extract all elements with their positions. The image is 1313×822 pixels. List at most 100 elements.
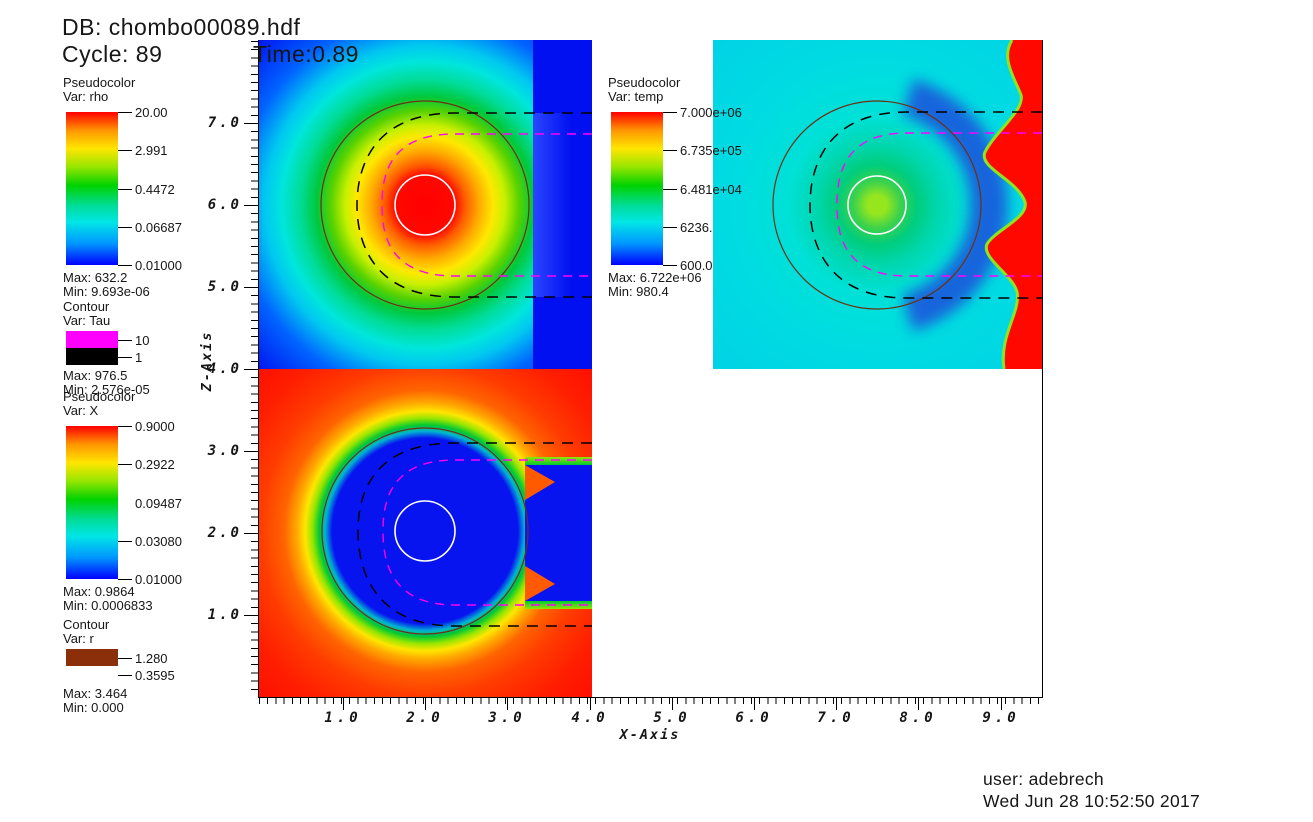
x-tick-label: 2.0 (406, 710, 444, 726)
contour-tau-10 (381, 133, 592, 277)
colorbar-tick-label: 0.03080 (135, 533, 182, 549)
legend-var: Var: rho (63, 89, 109, 104)
tick-dash (118, 149, 132, 151)
legend-var: Var: r (63, 631, 94, 646)
tick-dash (663, 264, 677, 266)
z-tick-label: 1.0 (207, 607, 242, 623)
z-tick-label: 7.0 (207, 115, 242, 131)
colorbar-tick-label: 0.9000 (135, 418, 175, 434)
contour-r-inner (847, 175, 907, 235)
x-tick-label: 4.0 (571, 710, 609, 726)
plot-panel-X[interactable] (259, 369, 592, 697)
x-tick-label: 7.0 (817, 710, 855, 726)
tick-dash (663, 149, 677, 151)
contour-r-outer (320, 100, 530, 310)
z-major-tick (244, 369, 258, 370)
tick-dash (118, 540, 132, 542)
plot-panel-rho[interactable] (259, 40, 592, 369)
legend-kind: Contour (63, 617, 110, 632)
legend-temp: Pseudocolor Var: temp 7.000e+06 6.735e+0… (608, 76, 808, 300)
colorbar-tick-label: 7.000e+06 (680, 104, 742, 120)
X-band-rim-bottom (525, 601, 592, 609)
colorbar-tick-label: 0.09487 (135, 495, 182, 511)
legend-X: Pseudocolor Var: X 0.9000 0.2922 0.09487… (63, 390, 263, 614)
legend-max: Max: 3.464 (63, 686, 128, 701)
tick-dash (118, 657, 132, 659)
X-jag-top (525, 465, 555, 500)
contour-tau-10 (836, 132, 1042, 277)
contour-r-outer (321, 427, 529, 635)
z-major-tick (244, 123, 258, 124)
x-major-tick (507, 698, 508, 710)
contour-level-label: 1.280 (135, 650, 168, 666)
colorbar-tick-label: 0.4472 (135, 181, 175, 197)
x-tick-label: 3.0 (488, 710, 526, 726)
user-label: user: adebrech (983, 769, 1104, 789)
tick-dash (118, 578, 132, 580)
tick-dash (118, 463, 132, 465)
tick-dash (663, 111, 677, 113)
colorbar-tick-label: 6.481e+04 (680, 181, 742, 197)
contour-tau-1 (357, 442, 592, 627)
legend-max: Max: 0.9864 (63, 584, 135, 599)
contour-swatch-r-1280 (66, 649, 118, 666)
x-major-tick (425, 698, 426, 710)
tick-dash (118, 264, 132, 266)
x-major-tick (918, 698, 919, 710)
x-tick-label: 5.0 (653, 710, 691, 726)
tick-dash (663, 188, 677, 190)
colorbar-tick-label: 0.01000 (135, 257, 182, 273)
tick-dash (118, 188, 132, 190)
x-tick-label: 6.0 (735, 710, 773, 726)
z-tick-label: 6.0 (207, 197, 242, 213)
tick-dash (118, 674, 132, 676)
plot-panel-temp[interactable] (713, 40, 1042, 369)
z-tick-label: 3.0 (207, 443, 242, 459)
contour-level-label: 1 (135, 349, 143, 365)
colorbar-tick-label: 20.00 (135, 104, 168, 120)
legend-var: Var: X (63, 403, 99, 418)
legend-var: Var: temp (608, 89, 664, 104)
x-axis-minor-ticks (259, 698, 1043, 704)
temp-hot-edge-region (984, 40, 1042, 369)
contour-swatch-tau-1 (66, 348, 118, 365)
x-axis-line (258, 697, 1043, 698)
x-tick-label: 1.0 (324, 710, 362, 726)
contour-tau-1 (809, 111, 1042, 299)
legend-kind: Contour (63, 299, 110, 314)
db-title: DB: chombo00089.hdf (62, 14, 301, 40)
z-axis-line (258, 40, 259, 698)
contour-swatch-tau-10 (66, 331, 118, 348)
colorbar-X: 0.9000 0.2922 0.09487 0.03080 0.01000 (66, 419, 182, 587)
z-major-tick (244, 205, 258, 206)
legend-r: Contour Var: r 1.280 0.3595 Max: 3.464 M… (63, 617, 263, 716)
contour-swatch-r-0360 (66, 666, 118, 683)
tick-dash (118, 425, 132, 427)
z-major-tick (244, 615, 258, 616)
contour-tau-10 (382, 459, 592, 606)
z-tick-label: 2.0 (207, 525, 242, 541)
legend-max: Max: 6.722e+06 (608, 270, 702, 285)
temp-cool-crescent (746, 74, 1008, 336)
legend-min: Min: 0.000 (63, 700, 124, 715)
colorbar-tick-label: 6.735e+05 (680, 142, 742, 158)
x-major-tick (754, 698, 755, 710)
x-major-tick (836, 698, 837, 710)
x-major-tick (590, 698, 591, 710)
contour-r-outer (772, 100, 982, 310)
frame-right-line (1042, 40, 1043, 698)
legend-kind: Pseudocolor (63, 75, 136, 90)
legend-min: Min: 2.576e-05 (63, 382, 150, 397)
x-major-tick (672, 698, 673, 710)
legend-min: Min: 9.693e-06 (63, 284, 150, 299)
legend-rho: Pseudocolor Var: rho 20.00 2.991 0.4472 … (63, 75, 263, 300)
z-major-tick (244, 533, 258, 534)
z-major-tick (244, 287, 258, 288)
legend-min: Min: 0.0006833 (63, 598, 153, 613)
contour-level-label: 0.3595 (135, 667, 175, 683)
X-band-rim-top (525, 457, 592, 465)
x-tick-label: 9.0 (982, 710, 1020, 726)
x-tick-label: 8.0 (899, 710, 937, 726)
contour-r-inner (394, 500, 456, 562)
